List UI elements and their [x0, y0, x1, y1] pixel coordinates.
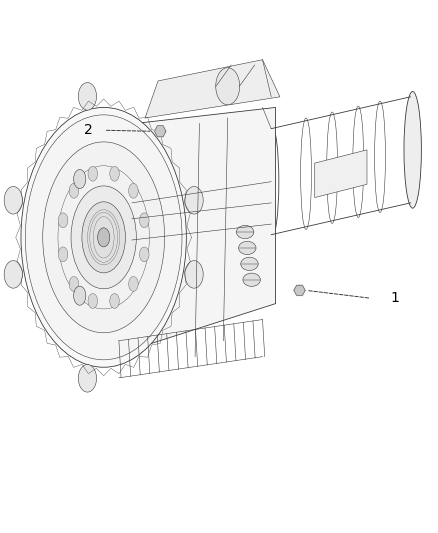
Ellipse shape — [129, 277, 138, 292]
Ellipse shape — [43, 142, 165, 333]
Polygon shape — [294, 285, 305, 295]
Ellipse shape — [185, 261, 203, 288]
Ellipse shape — [74, 169, 86, 189]
Ellipse shape — [243, 273, 260, 286]
Ellipse shape — [216, 68, 240, 105]
Ellipse shape — [78, 365, 96, 392]
Ellipse shape — [74, 286, 86, 305]
Ellipse shape — [155, 126, 165, 136]
Ellipse shape — [88, 294, 98, 309]
Polygon shape — [155, 126, 166, 137]
Ellipse shape — [69, 277, 79, 292]
Ellipse shape — [21, 108, 186, 367]
Polygon shape — [145, 60, 280, 118]
Ellipse shape — [185, 187, 203, 214]
Ellipse shape — [139, 213, 149, 228]
Ellipse shape — [4, 261, 22, 288]
Ellipse shape — [71, 186, 136, 289]
Ellipse shape — [58, 247, 68, 262]
Ellipse shape — [404, 92, 421, 208]
Ellipse shape — [82, 202, 125, 273]
Ellipse shape — [129, 183, 138, 198]
Text: 2: 2 — [84, 123, 93, 137]
Polygon shape — [110, 108, 276, 357]
Ellipse shape — [88, 166, 98, 181]
Ellipse shape — [98, 228, 110, 247]
Text: 1: 1 — [391, 292, 400, 305]
Ellipse shape — [237, 225, 254, 239]
Ellipse shape — [110, 294, 119, 309]
Ellipse shape — [239, 241, 256, 255]
Ellipse shape — [78, 83, 96, 110]
Ellipse shape — [4, 187, 22, 214]
Ellipse shape — [110, 166, 119, 181]
Ellipse shape — [25, 115, 182, 360]
Ellipse shape — [69, 183, 79, 198]
Ellipse shape — [58, 213, 68, 228]
Ellipse shape — [139, 247, 149, 262]
Ellipse shape — [241, 257, 258, 270]
Polygon shape — [315, 150, 367, 198]
Ellipse shape — [295, 285, 304, 296]
